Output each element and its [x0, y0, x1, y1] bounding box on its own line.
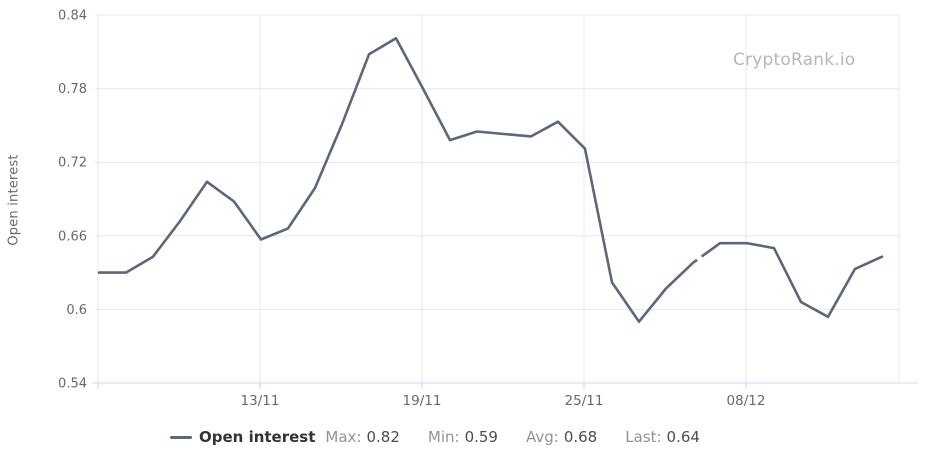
cryptorank-watermark: CryptoRank.io [733, 50, 856, 70]
legend-stat-min: Min: 0.59 [428, 428, 498, 446]
legend-stat-max: Max: 0.82 [325, 428, 399, 446]
stat-avg-value: 0.68 [563, 428, 598, 446]
y-axis-tick-label: 0.6 [66, 303, 87, 318]
open-interest-series-line[interactable] [97, 36, 884, 324]
legend-stat-last: Last: 0.64 [625, 428, 700, 446]
y-axis-tick-label: 0.54 [58, 377, 87, 392]
y-axis-title: Open interest [6, 154, 22, 246]
x-axis-tick-label: 08/12 [727, 393, 766, 409]
x-axis-tick-label: 19/11 [403, 393, 442, 409]
stat-min-label: Min: [427, 428, 460, 446]
stat-last-value: 0.64 [666, 428, 700, 446]
legend-item-open-interest[interactable]: Open interest [170, 428, 315, 446]
y-axis-tick-label: 0.78 [58, 82, 87, 97]
series-line-gap [695, 254, 703, 262]
y-axis-tick-label: 0.72 [58, 156, 87, 171]
x-axis-tick-label: 25/11 [565, 393, 604, 409]
x-axis-tick-label: 13/11 [241, 393, 280, 409]
chart-legend: Open interest Max: 0.82 Min: 0.59 Avg: 0… [170, 427, 728, 447]
stat-max-label: Max: [325, 428, 362, 446]
y-axis-tick-label: 0.84 [58, 9, 87, 24]
series-line-marker-icon [170, 435, 192, 439]
y-axis-tick-label: 0.66 [58, 229, 87, 244]
stat-min-value: 0.59 [464, 428, 498, 446]
stat-avg-label: Avg: [525, 428, 559, 446]
stat-max-value: 0.82 [366, 428, 400, 446]
legend-series-name: Open interest [199, 428, 316, 446]
legend-stat-avg: Avg: 0.68 [526, 428, 597, 446]
stat-last-label: Last: [625, 428, 662, 446]
